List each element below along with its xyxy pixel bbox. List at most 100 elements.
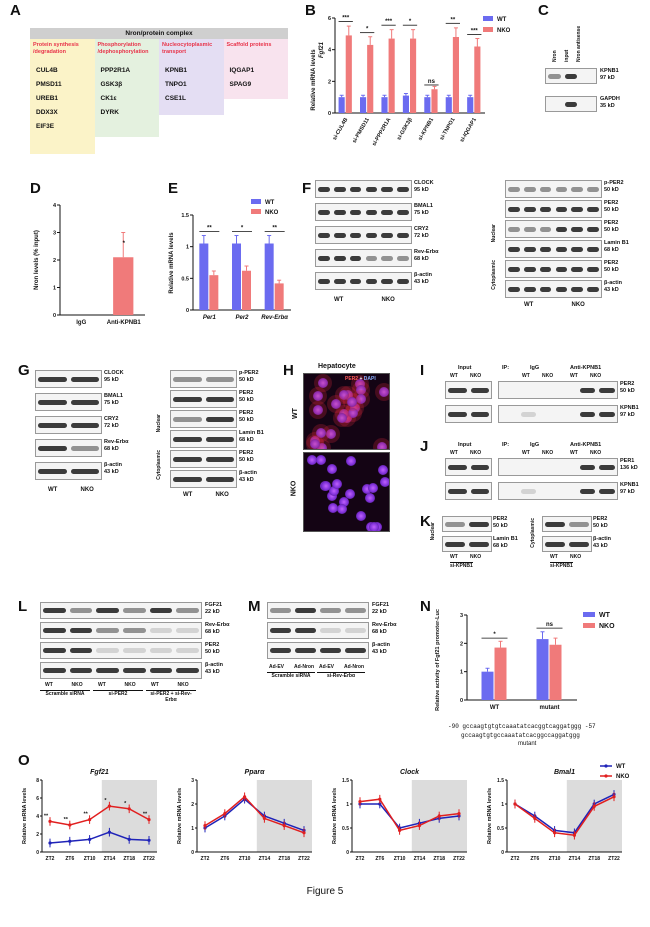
x-tick-label: ZT22 bbox=[608, 856, 620, 862]
condition-label: si-Rev-Erbα bbox=[317, 672, 365, 679]
lane-label: WT bbox=[450, 373, 458, 379]
panel-k-blots: Nuclear PER2 50 kD Lamin B1 68 kD WT NKO si-KPN… bbox=[430, 512, 650, 587]
legend-label: WT bbox=[599, 612, 611, 619]
protein-band bbox=[345, 648, 366, 653]
protein-item: TNPO1 bbox=[165, 81, 187, 88]
per2-signal bbox=[322, 424, 341, 443]
chart-title: Clock bbox=[400, 769, 420, 776]
blot-protein-name: BMAL1 bbox=[414, 203, 433, 209]
significance-mark: * bbox=[104, 798, 107, 804]
data-point bbox=[68, 839, 72, 843]
y-axis-label: Nron levels (% input) bbox=[34, 230, 40, 290]
blot-protein-name: GAPDH bbox=[600, 96, 620, 102]
legend-swatch bbox=[483, 27, 493, 32]
significance-mark: *** bbox=[342, 15, 350, 21]
blot-protein-name: Lamin B1 bbox=[239, 430, 264, 436]
igg-label: IgG bbox=[530, 365, 540, 371]
protein-band bbox=[318, 278, 330, 284]
protein-band bbox=[569, 521, 589, 527]
per2-signal bbox=[309, 401, 328, 420]
protein-band bbox=[508, 266, 520, 272]
panel-m-letter: M bbox=[248, 598, 261, 615]
blot-protein-name: β-actin bbox=[205, 662, 224, 668]
blot-size: 97 kD bbox=[600, 74, 615, 81]
data-point bbox=[88, 818, 92, 822]
protein-band bbox=[320, 608, 341, 613]
blot-label: Rev-Erbα 68 kD bbox=[414, 249, 438, 262]
protein-band bbox=[69, 608, 93, 613]
data-point bbox=[533, 816, 537, 820]
x-tick-label: ZT18 bbox=[278, 856, 290, 862]
l-blot bbox=[40, 662, 202, 679]
blot-protein-name: Lamin B1 bbox=[604, 240, 629, 246]
hepatocyte-title: Hepatocyte bbox=[318, 363, 356, 370]
lane-label: input bbox=[564, 49, 570, 62]
protein-band bbox=[539, 266, 552, 272]
ip-blot bbox=[498, 405, 618, 423]
protein-band bbox=[381, 255, 394, 261]
significance-mark: ** bbox=[451, 17, 456, 23]
legend-label: NKO bbox=[616, 774, 630, 780]
blot-protein-name: Rev-Erbα bbox=[414, 249, 439, 255]
l-blot bbox=[40, 602, 202, 619]
nucleus-dot bbox=[326, 428, 337, 439]
blot-size: 50 kD bbox=[620, 387, 635, 394]
left-blot bbox=[315, 249, 412, 267]
panel-f-blots: CLOCK 95 kD BMAL1 75 kD CRY2 72 kD Rev-Erbα 68 … bbox=[310, 180, 650, 340]
y-tick-label: 0 bbox=[328, 111, 331, 117]
protein-band bbox=[397, 232, 409, 238]
y-axis-label: Relative mRNA levels bbox=[177, 788, 183, 844]
protein-item: DYRK bbox=[100, 109, 119, 116]
significance-mark: ** bbox=[207, 226, 212, 232]
blot-protein-name: PER2 bbox=[239, 450, 254, 456]
chart-title: Fgf21 bbox=[90, 769, 109, 776]
protein-band bbox=[381, 232, 394, 238]
bar bbox=[232, 243, 241, 310]
panel-o-letter: O bbox=[18, 752, 30, 769]
panel-n-letter: N bbox=[420, 598, 431, 615]
blot-protein-name: FGF21 bbox=[372, 602, 390, 608]
protein-band bbox=[508, 246, 520, 252]
panel-i-blots: Input IP: IgG Anti-KPNB1 WT NKO WT NKO WT NKO PER2… bbox=[430, 365, 650, 435]
protein-band bbox=[345, 608, 366, 613]
panel-k-letter: K bbox=[420, 513, 431, 530]
protein-band bbox=[545, 521, 565, 527]
nucleus-dot bbox=[336, 412, 347, 423]
protein-band bbox=[599, 387, 615, 393]
blot-protein-name: β-actin bbox=[604, 280, 623, 286]
protein-band bbox=[564, 101, 578, 107]
protein-item: CK1ε bbox=[100, 95, 117, 102]
per2-signal bbox=[343, 404, 362, 423]
blot-protein-name: CRY2 bbox=[414, 226, 429, 232]
legend-swatch bbox=[251, 209, 261, 214]
protein-band bbox=[397, 255, 409, 261]
lamin-blot bbox=[442, 536, 492, 552]
nucleus-dot bbox=[355, 379, 366, 390]
nucleus-dot bbox=[328, 502, 338, 513]
y-tick-label: 3 bbox=[460, 613, 463, 619]
category-column: Phosphorylation /dephosphorylation PPP2R1… bbox=[94, 39, 159, 137]
nucleus-dot bbox=[307, 454, 318, 465]
blot-size: 43 kD bbox=[104, 468, 119, 475]
y-axis-label: Relative mRNA levels bbox=[487, 788, 493, 844]
protein-band bbox=[571, 266, 584, 272]
x-tick-label: ZT22 bbox=[453, 856, 465, 862]
nucleus-dot bbox=[378, 387, 389, 398]
sequence-wt: gccaagtgtgtcaaatatcacggtcaggatggg bbox=[462, 723, 582, 730]
x-tick-label: WT bbox=[490, 705, 500, 711]
group-label-wt: WT bbox=[48, 487, 58, 493]
left-blot bbox=[35, 416, 102, 434]
protein-item: KPNB1 bbox=[165, 67, 188, 74]
blot-label: PER2 50 kD bbox=[620, 381, 635, 394]
blot-label: PER2 50 kD bbox=[604, 260, 619, 273]
x-tick-label: ZT18 bbox=[123, 856, 135, 862]
data-point bbox=[457, 812, 461, 816]
y-tick-label: 0 bbox=[191, 850, 194, 856]
group-nko: NKO bbox=[570, 554, 582, 560]
blot-label: BMAL1 75 kD bbox=[414, 203, 433, 216]
x-tick-label: ZT18 bbox=[433, 856, 445, 862]
nucleus-dot bbox=[326, 463, 337, 474]
lane-label: WT bbox=[98, 682, 106, 688]
protein-band bbox=[448, 488, 467, 494]
protein-band bbox=[445, 541, 465, 547]
